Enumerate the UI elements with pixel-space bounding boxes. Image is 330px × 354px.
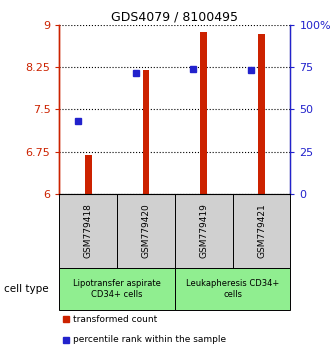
Text: transformed count: transformed count bbox=[73, 315, 157, 324]
Text: cell type: cell type bbox=[4, 284, 49, 294]
Text: Lipotransfer aspirate
CD34+ cells: Lipotransfer aspirate CD34+ cells bbox=[73, 279, 161, 298]
Text: percentile rank within the sample: percentile rank within the sample bbox=[73, 335, 226, 344]
Text: GSM779418: GSM779418 bbox=[84, 203, 93, 258]
Bar bbox=[59, 194, 117, 268]
Text: GSM779420: GSM779420 bbox=[142, 203, 150, 258]
Text: GSM779419: GSM779419 bbox=[199, 203, 208, 258]
Bar bbox=[200, 32, 207, 194]
Bar bbox=[258, 34, 265, 194]
Text: Leukapheresis CD34+
cells: Leukapheresis CD34+ cells bbox=[186, 279, 279, 298]
Bar bbox=[175, 268, 290, 310]
Bar bbox=[175, 194, 233, 268]
Bar bbox=[59, 268, 175, 310]
Text: GSM779421: GSM779421 bbox=[257, 203, 266, 258]
Bar bbox=[143, 70, 149, 194]
Bar bbox=[117, 194, 175, 268]
Title: GDS4079 / 8100495: GDS4079 / 8100495 bbox=[112, 11, 238, 24]
Bar bbox=[233, 194, 290, 268]
Bar bbox=[85, 155, 92, 194]
